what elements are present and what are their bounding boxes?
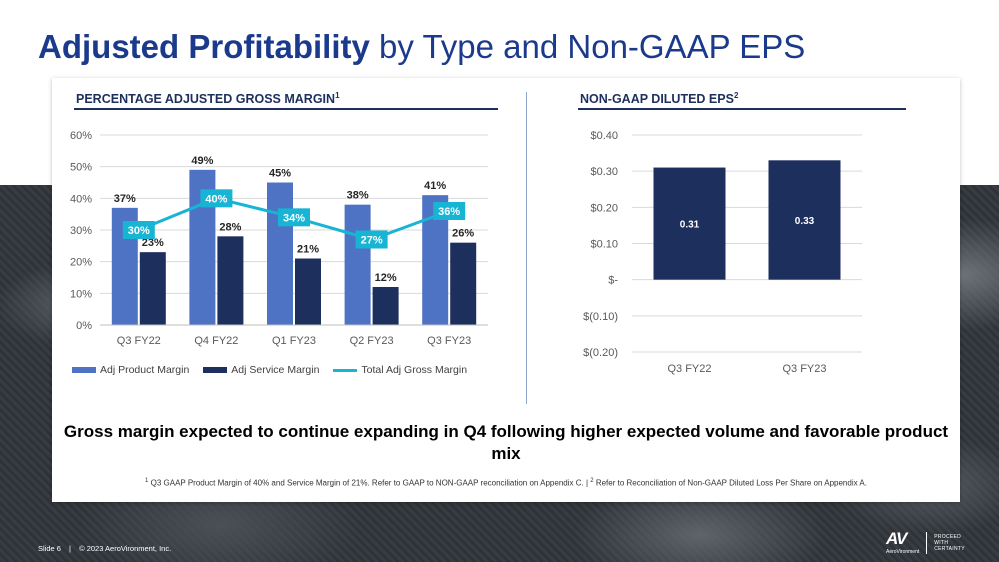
y-tick-label: $0.10	[590, 239, 618, 251]
data-label-box-total	[278, 208, 310, 227]
footnote-sup-1: 1	[145, 478, 149, 484]
bar-eps	[768, 160, 841, 280]
bar-service-margin	[295, 258, 321, 325]
legend-swatch-total	[333, 368, 358, 372]
x-tick-label: Q3 FY23	[427, 335, 471, 347]
section-divider	[526, 92, 527, 404]
page-title: Adjusted Profitability by Type and Non-G…	[38, 28, 805, 66]
eps-chart-heading-sup: 2	[733, 91, 739, 100]
margin-chart-heading-text: PERCENTAGE ADJUSTED GROSS MARGIN	[76, 92, 336, 107]
headline-statement: Gross margin expected to continue expand…	[63, 422, 949, 463]
data-label-box-total	[355, 230, 388, 249]
data-label-product: 37%	[114, 193, 136, 205]
logo-name: AeroVironment	[886, 549, 920, 555]
legend-label-total: Total Adj Gross Margin	[361, 364, 468, 376]
x-tick-label: Q1 FY23	[272, 335, 316, 347]
legend-swatch-service	[203, 367, 228, 373]
y-tick-label: $(0.10)	[583, 311, 618, 323]
data-label-total: 36%	[438, 206, 460, 218]
y-tick-label: $0.20	[590, 202, 618, 214]
margin-chart-heading-underline	[74, 108, 498, 110]
y-tick-label: 20%	[70, 257, 92, 269]
y-tick-label: 30%	[70, 225, 92, 237]
content-panel: PERCENTAGE ADJUSTED GROSS MARGIN1 NON-GA…	[52, 78, 960, 502]
data-label-eps: 0.33	[795, 216, 815, 227]
data-label-box-total	[200, 189, 233, 208]
data-label-total: 27%	[361, 235, 383, 247]
bar-service-margin	[139, 252, 166, 325]
margin-chart-heading: PERCENTAGE ADJUSTED GROSS MARGIN1	[76, 91, 340, 106]
eps-chart-heading-underline	[578, 108, 906, 110]
margin-chart-heading-sup: 1	[335, 91, 340, 100]
data-label-product: 38%	[347, 190, 369, 202]
x-tick-label: Q3 FY22	[667, 363, 711, 375]
data-label-service: 28%	[219, 221, 241, 233]
x-tick-label: Q4 FY22	[194, 335, 238, 347]
margin-chart-legend: Adj Product Margin Adj Service Margin To…	[72, 364, 467, 376]
margin-chart: 0% 10% 20% 30% 40% 50% 60% 37% 23% Q3 FY22 49% 28% Q…	[70, 130, 488, 347]
bar-eps	[653, 167, 726, 280]
copyright-text: © 2023 AeroVironment, Inc.	[79, 544, 172, 553]
y-tick-label: $0.40	[590, 130, 618, 142]
logo-mark: AV	[886, 529, 907, 548]
data-label-service: 26%	[452, 228, 474, 240]
footnote: 1 Q3 GAAP Product Margin of 40% and Serv…	[58, 478, 954, 488]
y-tick-label: 50%	[70, 162, 92, 174]
footnote-sup-2: 2	[590, 478, 594, 484]
eps-chart-heading-text: NON-GAAP DILUTED EPS	[580, 92, 734, 107]
data-label-product: 41%	[424, 180, 446, 192]
data-label-total: 40%	[205, 193, 227, 205]
bar-service-margin	[450, 242, 477, 325]
data-label-service: 23%	[142, 237, 164, 249]
footnote-text-1: Q3 GAAP Product Margin of 40% and Servic…	[148, 478, 591, 488]
y-tick-label: $-	[608, 275, 618, 287]
company-logo: AV AeroVironment PROCEED WITH CERTAINTY	[886, 529, 974, 555]
data-label-eps: 0.31	[680, 220, 700, 231]
y-tick-label: $(0.20)	[583, 347, 618, 359]
bar-service-margin	[372, 287, 399, 325]
data-label-product: 45%	[269, 168, 291, 180]
data-label-box-total	[122, 221, 155, 239]
bar-service-margin	[217, 236, 244, 325]
y-tick-label: 40%	[70, 193, 92, 205]
data-label-service: 12%	[375, 272, 397, 284]
page-title-bold: Adjusted Profitability	[38, 28, 370, 65]
data-label-service: 21%	[297, 244, 319, 256]
footer-separator: |	[69, 544, 71, 553]
legend-label-service: Adj Service Margin	[231, 364, 320, 376]
data-label-total: 30%	[128, 225, 150, 237]
slide-number: Slide 6	[38, 544, 61, 553]
y-tick-label: $0.30	[590, 166, 618, 178]
legend-label-product: Adj Product Margin	[100, 364, 190, 376]
bar-product-margin	[344, 204, 371, 325]
x-tick-label: Q3 FY22	[117, 335, 161, 347]
footnote-text-2: Refer to Reconciliation of Non-GAAP Dilu…	[593, 478, 867, 488]
y-tick-label: 60%	[70, 130, 92, 142]
eps-chart-heading: NON-GAAP DILUTED EPS2	[580, 91, 738, 106]
data-label-product: 49%	[191, 155, 213, 167]
eps-chart: $0.40 $0.30 $0.20 $0.10 $- $(0.10) $(0.20) 0.31…	[583, 130, 862, 375]
x-tick-label: Q3 FY23	[782, 363, 826, 375]
y-tick-label: 10%	[70, 288, 92, 300]
logo-separator	[926, 532, 928, 554]
data-label-box-total	[433, 202, 466, 220]
bar-product-margin	[267, 182, 293, 325]
x-tick-label: Q2 FY23	[350, 335, 394, 347]
slide-footer: Slide 6 | © 2023 AeroVironment, Inc.	[38, 544, 177, 553]
logo-tagline: PROCEED WITH CERTAINTY	[934, 534, 965, 552]
legend-swatch-product	[72, 367, 96, 373]
data-label-total: 34%	[283, 212, 305, 224]
y-tick-label: 0%	[76, 320, 92, 332]
page-title-rest: by Type and Non-GAAP EPS	[379, 28, 806, 65]
